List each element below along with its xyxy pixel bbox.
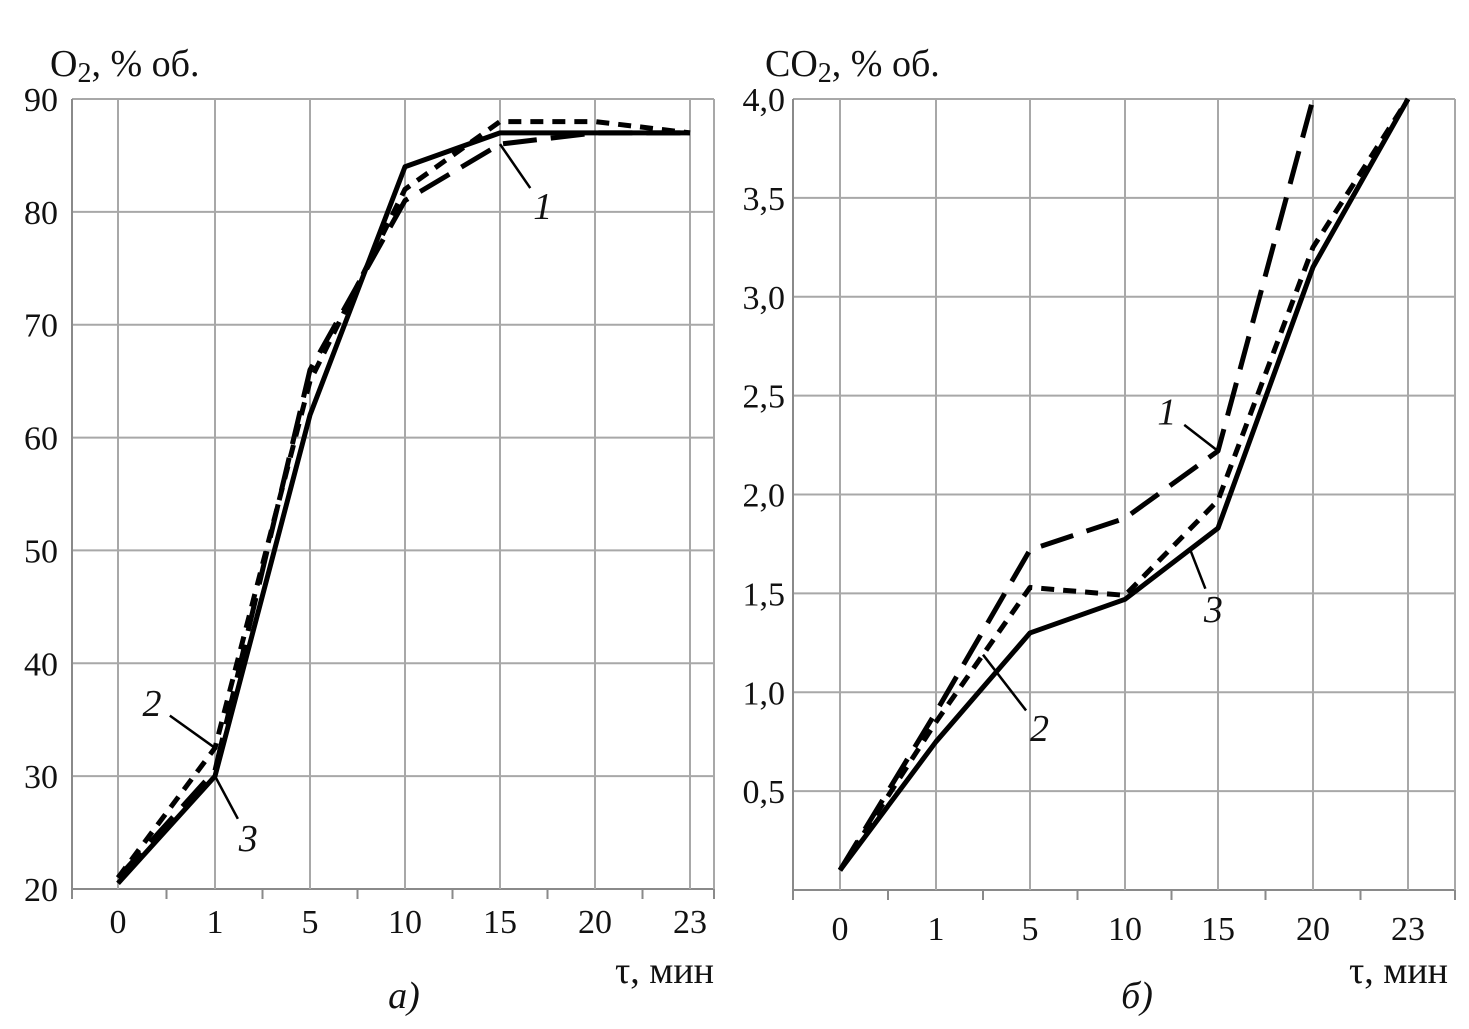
curve-label-1: 1: [533, 186, 552, 228]
y-tick-label: 80: [24, 195, 58, 232]
y-tick-label: 4,0: [743, 82, 786, 119]
x-tick-label: 20: [578, 904, 612, 941]
x-tick-label: 15: [1201, 911, 1235, 948]
y-tick-label: 0,5: [743, 774, 786, 811]
y-tick-label: 2,5: [743, 379, 786, 416]
curve-label-1: 1: [1157, 391, 1176, 433]
x-tick-label: 23: [673, 904, 707, 941]
x-tick-label: 0: [832, 911, 849, 948]
y-tick-label: 60: [24, 421, 58, 458]
annotation-leader: [498, 143, 532, 189]
annotation-leader: [982, 653, 1028, 712]
x-tick-label: 10: [388, 904, 422, 941]
panel-caption: а): [388, 975, 420, 1017]
y-tick-label: 2,0: [743, 478, 786, 515]
x-tick-label: 15: [483, 904, 517, 941]
y-axis-title: O2, % об.: [50, 43, 199, 89]
x-tick-label: 20: [1296, 911, 1330, 948]
y-axis-title: CO2, % об.: [765, 43, 940, 89]
y-tick-label: 20: [24, 872, 58, 909]
y-tick-label: 3,0: [743, 280, 786, 317]
curve-label-2: 2: [142, 683, 161, 725]
series-line-2: [837, 97, 1411, 872]
annotation-leader: [1188, 549, 1207, 590]
x-tick-label: 0: [110, 904, 127, 941]
annotation-leader: [1183, 423, 1219, 452]
x-tick-label: 23: [1391, 911, 1425, 948]
curve-label-3: 3: [238, 818, 258, 860]
series-line-3: [837, 97, 1411, 872]
x-tick-label: 10: [1108, 911, 1142, 948]
panel-caption: б): [1121, 975, 1153, 1017]
x-tick-label: 5: [302, 904, 319, 941]
x-tick-label: 1: [207, 904, 224, 941]
y-tick-label: 30: [24, 759, 58, 796]
chart-panel-b: 0,51,01,52,02,53,03,54,00 1 5 10 15 20 23123CO…: [743, 43, 1456, 1017]
annotation-leader: [213, 775, 239, 820]
y-tick-label: 3,5: [743, 181, 786, 218]
x-tick-label: 5: [1022, 911, 1039, 948]
x-tick-label: 1: [928, 911, 945, 948]
x-axis-title: τ, мин: [615, 950, 714, 992]
curve-label-3: 3: [1203, 589, 1223, 631]
curve-label-2: 2: [1030, 708, 1049, 750]
y-tick-label: 40: [24, 646, 58, 683]
y-tick-label: 1,0: [743, 675, 786, 712]
annotation-leader: [169, 714, 216, 749]
series-line-1: [837, 98, 1316, 872]
y-tick-label: 90: [24, 82, 58, 119]
y-tick-label: 50: [24, 533, 58, 570]
x-axis-title: τ, мин: [1349, 950, 1448, 992]
y-tick-label: 70: [24, 308, 58, 345]
y-tick-label: 1,5: [743, 576, 786, 613]
